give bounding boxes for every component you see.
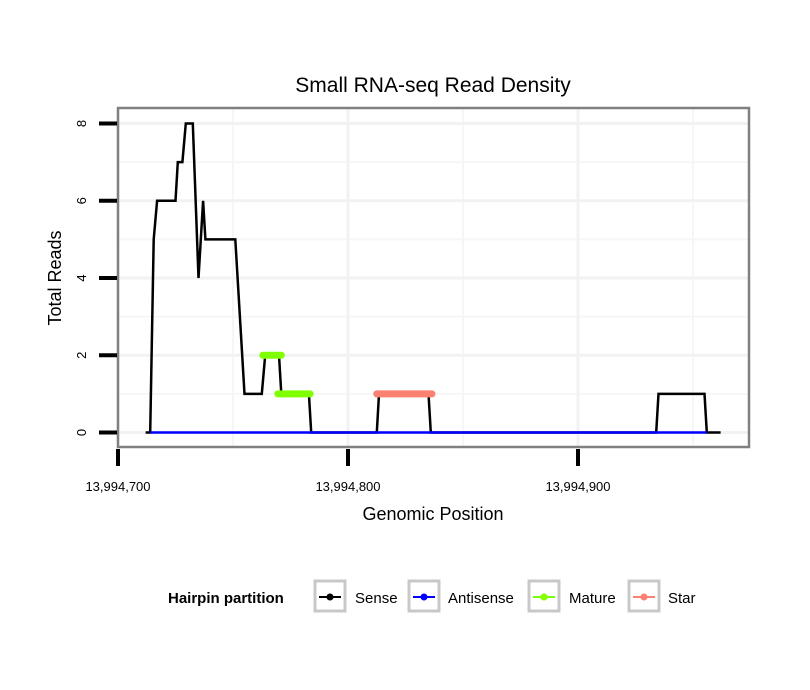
legend-item-mature: Mature xyxy=(527,579,616,613)
y-tick-label: 6 xyxy=(74,197,89,204)
legend-key-point xyxy=(420,593,428,601)
legend-item-star: Star xyxy=(627,579,696,613)
legend-title: Hairpin partition xyxy=(168,590,284,607)
legend-label: Star xyxy=(668,590,696,607)
y-axis-title: Total Reads xyxy=(45,230,65,325)
legend-label: Antisense xyxy=(448,590,514,607)
panel-border xyxy=(116,106,751,449)
x-axis-title: Genomic Position xyxy=(362,504,503,524)
legend-key-point xyxy=(540,593,548,601)
axes: 0 2 4 6 8 13,994,700 13,994,800 13,994,900 xyxy=(74,120,611,494)
y-tick-label: 0 xyxy=(74,429,89,436)
legend: Hairpin partition Sense Antisense Mature St… xyxy=(168,579,696,613)
y-tick-label: 2 xyxy=(74,352,89,359)
plot-series xyxy=(145,122,721,434)
legend-key-point xyxy=(326,593,334,601)
x-tick-label: 13,994,700 xyxy=(85,479,150,494)
legend-item-antisense: Antisense xyxy=(407,579,514,613)
legend-item-sense: Sense xyxy=(313,579,398,613)
chart-title: Small RNA-seq Read Density xyxy=(295,74,571,97)
legend-key-point xyxy=(640,593,648,601)
y-tick-label: 4 xyxy=(74,274,89,281)
legend-label: Sense xyxy=(355,590,398,607)
y-tick-label: 8 xyxy=(74,120,89,127)
x-tick-label: 13,994,900 xyxy=(545,479,610,494)
legend-label: Mature xyxy=(569,590,616,607)
x-tick-label: 13,994,800 xyxy=(315,479,380,494)
grid xyxy=(116,108,749,447)
